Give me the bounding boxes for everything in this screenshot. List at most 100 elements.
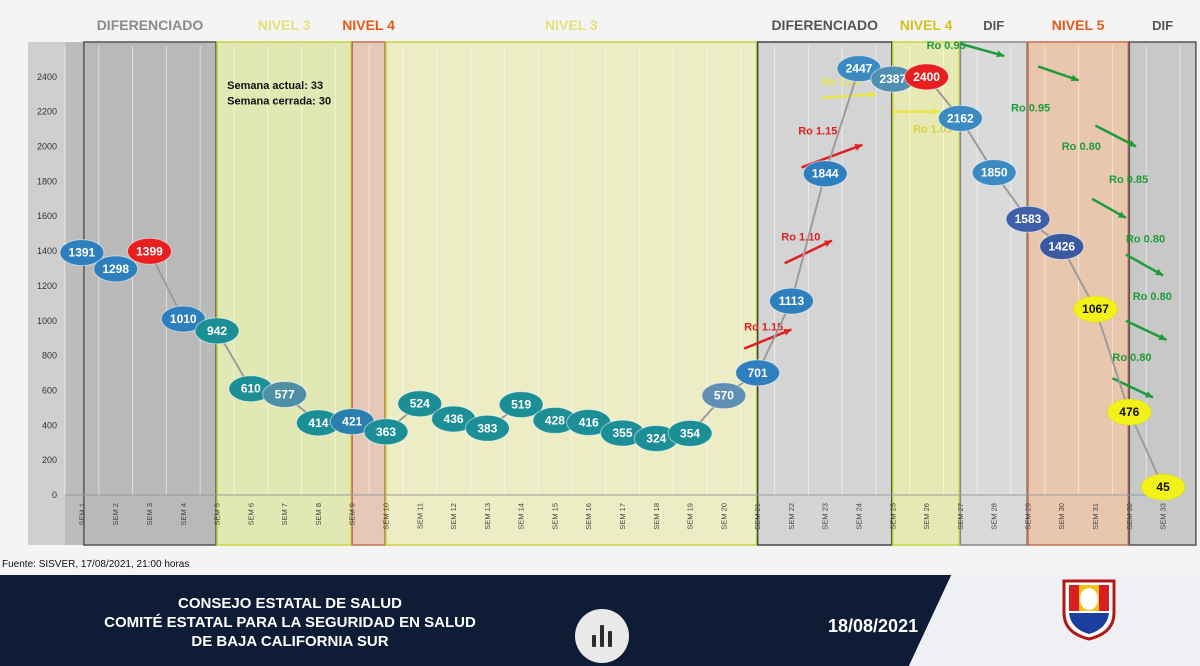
y-tick-label: 400: [42, 420, 57, 430]
data-label: 354: [680, 426, 700, 440]
annotation-arrowhead: [996, 50, 1005, 58]
data-label: 476: [1119, 405, 1139, 419]
data-label: 1844: [812, 167, 839, 181]
data-point: [1005, 205, 1051, 233]
x-tick-label: SEM 27: [956, 503, 965, 530]
annotation-arrowhead: [1144, 391, 1153, 398]
annotation-arrowhead: [1128, 140, 1137, 147]
data-label: 519: [511, 398, 531, 412]
annotation-arrowhead: [1117, 211, 1126, 218]
data-label: 524: [410, 397, 430, 411]
source-note: Fuente: SISVER, 17/08/2021, 21:00 horas: [2, 559, 190, 570]
x-tick-label: SEM 4: [179, 503, 188, 526]
annotation-arrow: [743, 328, 792, 350]
data-label: 1426: [1048, 240, 1075, 254]
x-tick-label: SEM 23: [821, 503, 830, 530]
annotation-arrowhead: [1155, 268, 1164, 276]
data-point: [59, 239, 105, 267]
cases-chart: 0 200 400 600 800 1000 1200 1400 1600 1800 2000 220…: [28, 17, 1197, 546]
annotation-label: Ro 1.15: [744, 321, 783, 333]
data-point: [667, 419, 713, 447]
x-tick-label: SEM 31: [1091, 503, 1100, 530]
annotation-label: Ro 0.95: [1011, 103, 1050, 115]
annotation-arrow: [1125, 319, 1168, 342]
zone-label-2: NIVEL 3: [258, 17, 311, 33]
data-point: [802, 160, 848, 188]
annotation-label: Semana actual: 33: [227, 80, 323, 92]
zone-9: [1128, 41, 1197, 546]
x-tick-label: SEM 11: [415, 503, 424, 529]
data-label: 1067: [1082, 302, 1109, 316]
annotation-label: Ro 1.05: [913, 124, 952, 136]
data-point: [194, 317, 240, 345]
data-label: 570: [714, 389, 734, 403]
data-label: 1850: [981, 166, 1008, 180]
data-label: 355: [612, 426, 632, 440]
data-label: 1010: [170, 312, 197, 326]
x-tick-label: SEM 19: [686, 503, 695, 530]
x-tick-label: SEM 1: [77, 503, 86, 526]
zone-label-4: NIVEL 3: [545, 17, 598, 33]
annotation-label: Ro 0.80: [1126, 233, 1165, 245]
zone-1: [83, 41, 217, 546]
x-tick-label: SEM 12: [449, 503, 458, 530]
annotation-arrowhead: [932, 108, 941, 116]
x-tick-label: SEM 8: [314, 503, 323, 526]
zone-label-8: NIVEL 5: [1052, 17, 1105, 33]
data-label: 416: [579, 416, 599, 430]
data-point: [464, 414, 510, 442]
y-tick-label: 2200: [37, 107, 57, 117]
data-point: [363, 418, 409, 446]
annotation-arrowhead: [854, 144, 863, 151]
annotation-arrowhead: [868, 91, 876, 99]
data-point: [498, 391, 544, 419]
x-tick-label: SEM 14: [517, 503, 526, 530]
footer-line-2: COMITÉ ESTATAL PARA LA SEGURIDAD EN SALU…: [104, 614, 476, 631]
x-tick-label: SEM 26: [922, 503, 931, 530]
data-label: 324: [646, 432, 666, 446]
annotation-arrowhead: [1158, 333, 1167, 341]
audio-bars-icon[interactable]: [575, 609, 629, 663]
y-tick-label: 2000: [37, 142, 57, 152]
x-tick-label: SEM 9: [348, 503, 357, 526]
x-tick-label: SEM 3: [145, 503, 154, 526]
annotation-label: Ro 1.15: [798, 125, 837, 137]
y-tick-label: 600: [42, 385, 57, 395]
x-tick-label: SEM 5: [213, 503, 222, 526]
zone-label-6: NIVEL 4: [900, 17, 953, 33]
footer-banner: CONSEJO ESTATAL DE SALUD COMITÉ ESTATAL …: [0, 575, 1200, 666]
data-point: [160, 305, 206, 333]
footer-title: CONSEJO ESTATAL DE SALUD COMITÉ ESTATAL …: [10, 594, 570, 651]
y-tick-label: 200: [42, 455, 57, 465]
x-tick-label: SEM 7: [280, 503, 289, 526]
annotation-arrow: [821, 93, 876, 100]
x-tick-label: SEM 18: [652, 503, 661, 530]
y-tick-label: 1000: [37, 316, 57, 326]
y-tick-label: 0: [52, 490, 57, 500]
x-tick-label: SEM 29: [1023, 503, 1032, 530]
data-point: [1106, 398, 1152, 426]
data-label: 2400: [913, 70, 940, 84]
annotation-label: Ro 0.80: [1062, 141, 1101, 153]
x-tick-label: SEM 16: [584, 503, 593, 530]
y-tick-label: 1400: [37, 246, 57, 256]
data-label: 428: [545, 413, 565, 427]
data-point: [1039, 233, 1085, 261]
zone-2: [216, 41, 352, 546]
footer-line-3: DE BAJA CALIFORNIA SUR: [191, 633, 389, 650]
x-tick-label: SEM 30: [1057, 503, 1066, 530]
annotation-arrowhead: [823, 240, 832, 247]
data-point: [768, 287, 814, 315]
data-label: 942: [207, 324, 227, 338]
x-tick-label: SEM 28: [990, 503, 999, 530]
annotation-label: Ro 1.10: [781, 232, 820, 244]
data-label: 2387: [879, 72, 906, 86]
data-label: 701: [748, 366, 768, 380]
data-point: [971, 159, 1017, 187]
data-label: 383: [477, 421, 497, 435]
data-label: 436: [444, 412, 464, 426]
data-point: [126, 237, 172, 265]
zone-3: [351, 41, 386, 546]
annotation-label: Ro 0.80: [1133, 291, 1172, 303]
y-tick-label: 2400: [37, 72, 57, 82]
